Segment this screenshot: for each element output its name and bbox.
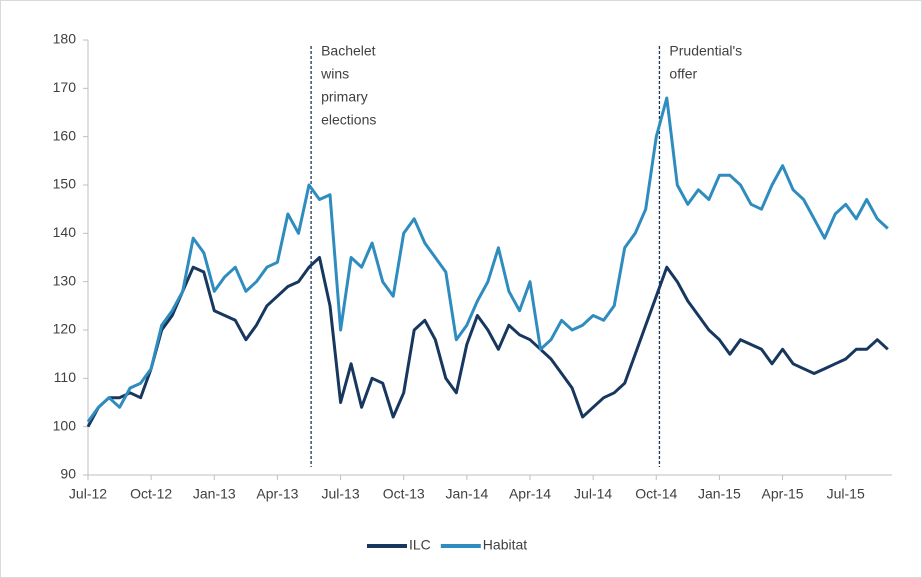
legend-label: Habitat [483, 537, 527, 553]
x-tick-label: Jan-15 [698, 486, 741, 502]
y-tick-label: 130 [53, 272, 77, 288]
x-tick-label: Jan-13 [193, 486, 236, 502]
y-tick-label: 120 [53, 321, 77, 337]
x-tick-label: Oct-12 [130, 486, 172, 502]
y-tick-label: 110 [54, 369, 77, 385]
y-tick-label: 140 [53, 224, 77, 240]
annotation-text: wins [320, 66, 349, 82]
annotation-text: elections [321, 112, 376, 128]
legend-label: ILC [409, 537, 431, 553]
annotation-text: offer [669, 66, 697, 82]
x-tick-label: Jul-14 [574, 486, 612, 502]
y-tick-label: 150 [53, 176, 77, 192]
y-tick-label: 170 [53, 79, 77, 95]
x-tick-label: Jul-13 [321, 486, 359, 502]
series-line [86, 256, 889, 428]
y-tick-label: 90 [60, 466, 76, 482]
x-tick-label: Oct-13 [383, 486, 425, 502]
x-tick-label: Jan-14 [445, 486, 488, 502]
y-tick-label: 180 [53, 31, 77, 47]
annotation-text: Prudential's [669, 43, 742, 59]
x-tick-label: Oct-14 [635, 486, 677, 502]
x-tick-label: Apr-13 [256, 486, 298, 502]
y-tick-label: 100 [53, 417, 77, 433]
x-tick-label: Jul-15 [827, 486, 865, 502]
x-tick-label: Apr-14 [509, 486, 551, 502]
annotation-text: primary [321, 89, 368, 105]
series-line [86, 96, 889, 423]
x-tick-label: Jul-12 [69, 486, 107, 502]
y-tick-label: 160 [53, 127, 77, 143]
annotation-text: Bachelet [321, 43, 376, 59]
x-tick-label: Apr-15 [762, 486, 804, 502]
